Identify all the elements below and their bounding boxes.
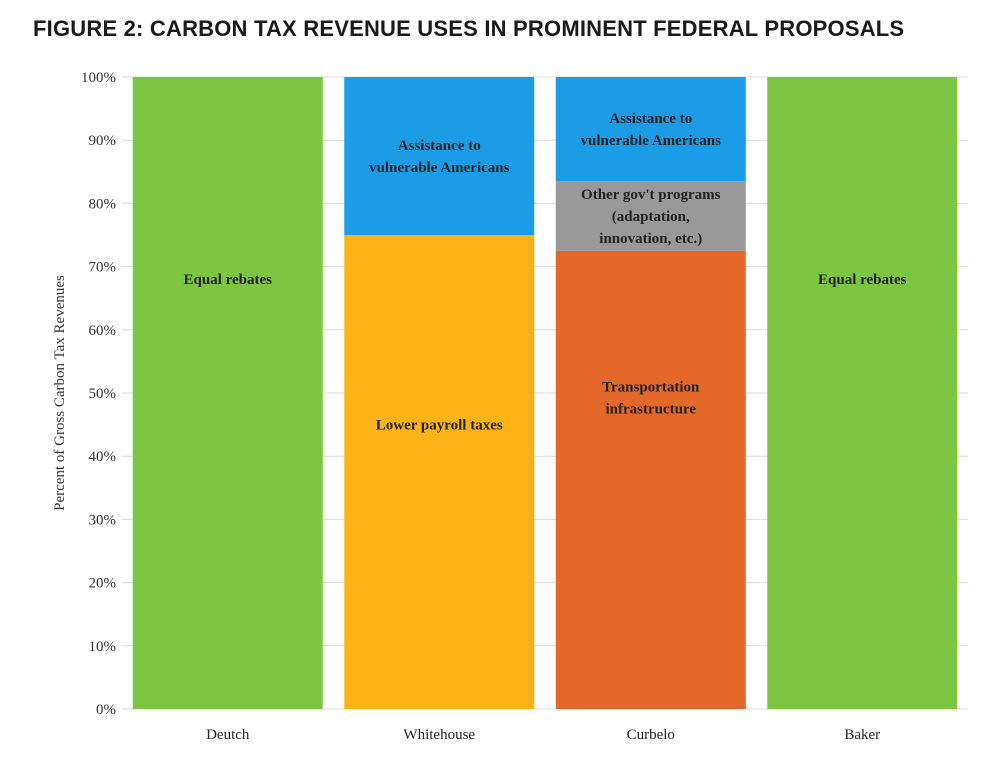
segment-label: (adaptation, [612,209,690,225]
segment-label: innovation, etc.) [599,231,702,247]
segment-label: Equal rebates [184,272,273,288]
x-category-label: Deutch [206,727,250,743]
x-category-label: Whitehouse [403,727,475,743]
bar-segment [767,77,958,709]
bar-segment [344,77,535,235]
segment-label: Transportation [602,379,700,395]
bar-segment [344,235,535,709]
segment-label: infrastructure [605,401,696,417]
y-tick-label: 80% [89,196,117,212]
y-tick-label: 70% [89,260,117,276]
segment-label: Other gov't programs [581,187,721,203]
segment-label: vulnerable Americans [369,160,510,176]
y-tick-label: 10% [89,639,117,655]
y-tick-label: 0% [96,702,116,718]
bar-segment [555,250,746,710]
y-tick-label: 60% [89,323,117,339]
y-tick-label: 100% [81,70,116,86]
x-category-label: Baker [844,727,880,743]
segment-label: Assistance to [609,111,692,127]
y-axis-label: Percent of Gross Carbon Tax Revenues [52,275,68,511]
segment-label: Equal rebates [818,272,907,288]
bar-segment [555,77,746,182]
segment-label: vulnerable Americans [581,133,722,149]
y-tick-label: 50% [89,386,117,402]
segment-label: Assistance to [398,138,481,154]
y-tick-label: 30% [89,512,117,528]
segment-label: Lower payroll taxes [376,418,503,434]
chart-title: FIGURE 2: CARBON TAX REVENUE USES IN PRO… [33,16,905,41]
y-tick-label: 90% [89,133,117,149]
y-tick-label: 40% [89,449,117,465]
x-category-label: Curbelo [627,727,675,743]
y-tick-label: 20% [89,576,117,592]
bar-segment [555,181,746,251]
bar-segment [132,77,323,709]
